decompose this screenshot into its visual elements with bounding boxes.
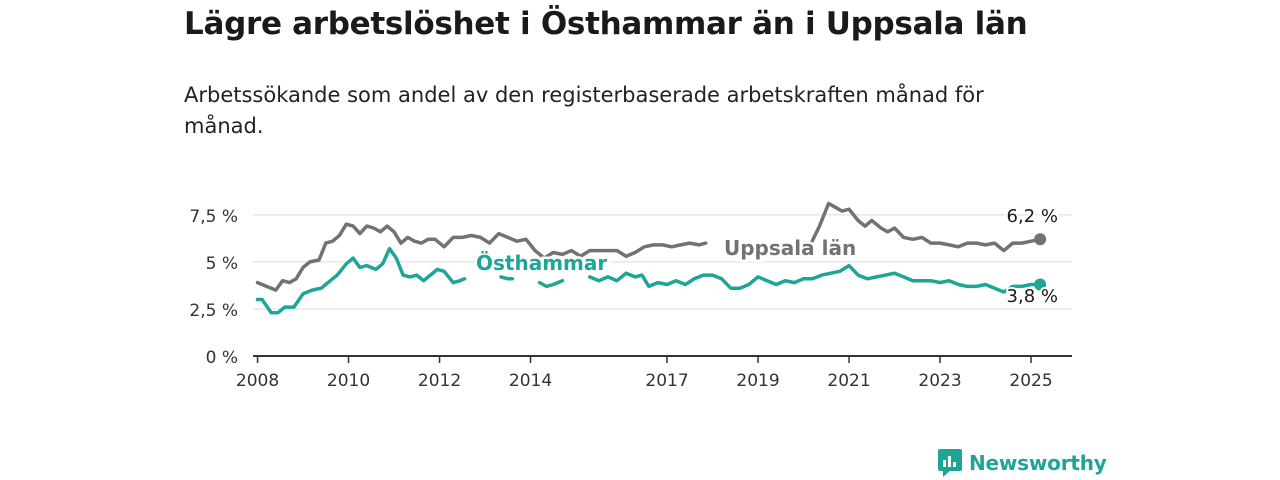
end-value-label-uppsala-lan: 6,2 % (1007, 206, 1058, 227)
y-tick-label: 2,5 % (189, 301, 238, 321)
x-tick-label: 2023 (918, 371, 961, 391)
x-tick-label: 2012 (418, 371, 461, 391)
end-point-marker (1034, 278, 1047, 291)
chart-subtitle: Arbetssökande som andel av den registerb… (184, 83, 984, 138)
x-tick-label: 2014 (509, 371, 552, 391)
x-tick-label: 2025 (1009, 371, 1052, 391)
y-tick-label: 7,5 % (189, 207, 238, 227)
end-value-label-osthammar: 3,8 % (1007, 286, 1058, 307)
x-tick-label: 2017 (645, 371, 688, 391)
bar-chart-speech-icon (938, 449, 962, 477)
x-tick-label: 2021 (827, 371, 870, 391)
y-tick-label: 5 % (206, 254, 238, 274)
series-line-osthammar (537, 278, 565, 289)
series-line-osthammar (255, 246, 467, 315)
series-line-osthammar (499, 275, 515, 281)
series-line-uppsala-lan (255, 222, 708, 292)
y-tick-label: 0 % (206, 348, 238, 368)
newsworthy-brand: Newsworthy (937, 448, 1107, 478)
chart-title: Lägre arbetslöshet i Östhammar än i Upps… (184, 6, 1028, 42)
series-label-uppsala-lan: Uppsala län (724, 236, 856, 260)
series-line-uppsala-lan (808, 201, 1042, 253)
end-point-marker (1034, 233, 1047, 246)
x-tick-label: 2019 (736, 371, 779, 391)
series-label-osthammar: Östhammar (476, 251, 607, 275)
x-tick-label: 2010 (327, 371, 370, 391)
brand-name: Newsworthy (969, 451, 1107, 475)
series-line-osthammar (587, 263, 1042, 294)
x-tick-label: 2008 (236, 371, 279, 391)
